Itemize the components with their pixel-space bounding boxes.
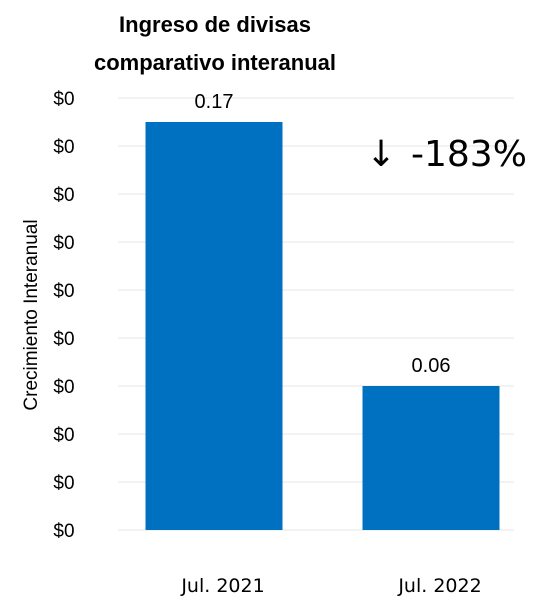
x-tick-label: Jul. 2022 [397,575,481,597]
y-tick-label: $0 [53,137,74,158]
y-tick-label: $0 [53,281,74,302]
change-percent-label: -183% [411,134,527,175]
chart-title-line-1: Ingreso de divisas [119,12,311,37]
y-tick-labels: $0 $0 $0 $0 $0 $0 $0 $0 $0 $0 [53,89,74,542]
y-tick-label: $0 [53,185,74,206]
chart-title: Ingreso de divisas comparativo interanua… [94,12,336,75]
bars [145,122,500,530]
data-labels: 0.17 0.06 [195,91,451,377]
x-tick-label: Jul. 2021 [180,575,264,597]
data-label: 0.06 [412,355,451,377]
bar-1 [145,122,283,530]
bar-2 [362,386,500,530]
y-tick-label: $0 [53,473,74,494]
y-tick-label: $0 [53,329,74,350]
chart-title-line-2: comparativo interanual [94,50,336,75]
y-tick-label: $0 [53,425,74,446]
y-tick-label: $0 [53,89,74,110]
down-arrow-icon: ↓ [366,134,396,175]
y-tick-label: $0 [53,521,74,542]
change-callout: ↓ -183% [366,134,527,175]
y-tick-label: $0 [53,377,74,398]
x-tick-labels: Jul. 2021 Jul. 2022 [180,575,481,597]
y-tick-label: $0 [53,233,74,254]
data-label: 0.17 [195,91,234,113]
y-axis-label: Crecimiento Interanual [21,219,42,410]
